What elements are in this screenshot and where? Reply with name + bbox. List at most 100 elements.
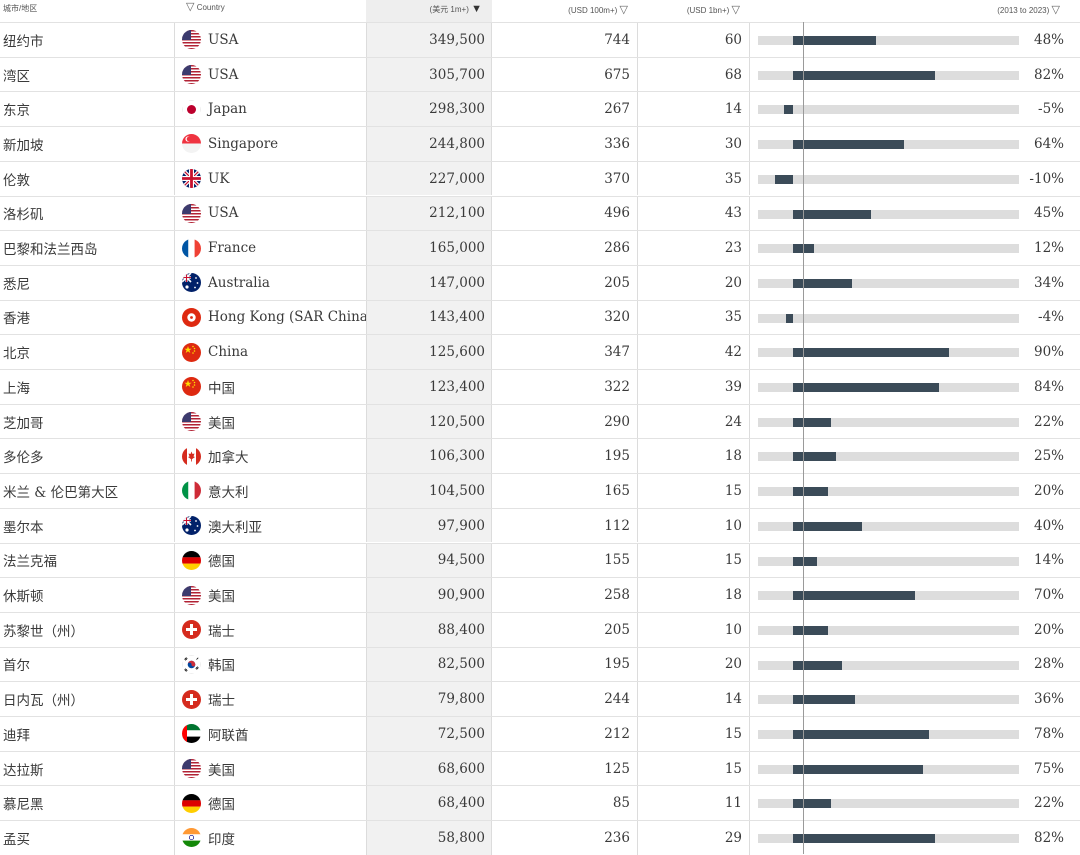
hnwi-value: 143,400 <box>366 300 492 335</box>
city-cell: 多伦多 <box>3 450 44 467</box>
billionaire-value: 20 <box>638 647 750 682</box>
header-country[interactable]: ▽ Country <box>186 0 366 22</box>
billionaire-value: 10 <box>638 508 750 543</box>
centi-millionaire-value: 496 <box>492 196 638 231</box>
city-cell: 苏黎世（州） <box>3 623 84 640</box>
hnwi-value: 120,500 <box>366 404 492 439</box>
country-cell: 瑞士 <box>174 682 366 716</box>
billionaire-value: 39 <box>638 370 750 404</box>
hnwi-value: 227,000 <box>366 161 492 196</box>
growth-bar-track <box>758 521 1019 531</box>
billionaire-value: 68 <box>638 57 750 92</box>
country-name: 德国 <box>208 797 235 814</box>
country-cell: 美国 <box>174 751 366 786</box>
us-flag-icon <box>182 585 201 605</box>
billionaire-value: 29 <box>638 821 750 855</box>
table-row[interactable]: 墨尔本 澳大利亚 97,900 112 10 40% <box>0 507 1080 543</box>
table-row[interactable]: 上海 中国 123,400 322 39 84% <box>0 369 1080 404</box>
billionaire-value: 60 <box>638 23 750 57</box>
centi-millionaire-value: 155 <box>492 543 638 578</box>
sort-down-outline-icon[interactable]: ▽ <box>619 4 628 16</box>
billionaire-value: 35 <box>638 300 750 335</box>
hnwi-value: 94,500 <box>366 543 492 578</box>
sort-down-filled-icon[interactable]: ▼ <box>471 3 482 15</box>
table-row[interactable]: 湾区 USA 305,700 675 68 82% <box>0 56 1080 92</box>
growth-bar <box>792 70 936 80</box>
header-hnwi[interactable]: (美元 1m+) ▼ <box>366 0 492 22</box>
growth-bar <box>775 174 793 184</box>
growth-bar <box>792 140 905 150</box>
growth-bar <box>792 730 929 739</box>
table-row[interactable]: 纽约市 USA 349,500 744 60 48% <box>0 22 1080 57</box>
table-row[interactable]: 法兰克福 德国 94,500 155 15 14% <box>0 542 1080 578</box>
country-cell: 澳大利亚 <box>174 508 366 543</box>
table-row[interactable]: 悉尼 Australia 147,000 205 20 34% <box>0 264 1080 300</box>
growth-bar <box>792 799 832 809</box>
table-row[interactable]: 东京 Japan 298,300 267 14 -5% <box>0 91 1080 127</box>
centi-millionaire-value: 125 <box>492 751 638 786</box>
hnwi-value: 82,500 <box>366 647 492 682</box>
table-row[interactable]: 米兰 & 伦巴第大区 意大利 104,500 165 15 20% <box>0 473 1080 508</box>
us-flag-icon <box>182 759 201 779</box>
table-row[interactable]: 新加坡 Singapore 244,800 336 30 64% <box>0 126 1080 161</box>
city-cell: 首尔 <box>3 658 30 675</box>
table-row[interactable]: 首尔 韩国 82,500 195 20 28% <box>0 646 1080 682</box>
billionaire-value: 24 <box>638 404 750 439</box>
growth-bar-track <box>758 105 1019 115</box>
growth-percent-label: 64% <box>1033 135 1064 152</box>
table-row[interactable]: 孟买 印度 58,800 236 29 82% <box>0 820 1080 855</box>
hnwi-value: 147,000 <box>366 265 492 300</box>
hnwi-value: 212,100 <box>366 196 492 231</box>
centi-millionaire-value: 195 <box>492 439 638 474</box>
centi-millionaire-value: 286 <box>492 231 638 265</box>
table-row[interactable]: 芝加哥 美国 120,500 290 24 22% <box>0 403 1080 439</box>
city-cell: 慕尼黑 <box>3 797 44 814</box>
country-cell: 瑞士 <box>174 612 366 647</box>
city-cell: 洛杉矶 <box>3 207 44 224</box>
city-cell: 纽约市 <box>3 33 44 50</box>
header-growth[interactable]: (2013 to 2023) ▽ <box>900 0 1070 22</box>
growth-bar-track <box>758 278 1019 288</box>
us-flag-icon <box>182 203 201 223</box>
header-city[interactable]: 城市/地区 <box>3 0 173 22</box>
table-row[interactable]: 日内瓦（州） 瑞士 79,800 244 14 36% <box>0 681 1080 716</box>
china-flag-icon <box>182 377 201 397</box>
city-cell: 湾区 <box>3 68 30 85</box>
table-row[interactable]: 达拉斯 美国 68,600 125 15 75% <box>0 750 1080 786</box>
table-row[interactable]: 香港 Hong Kong (SAR China) 143,400 320 35 -4% <box>0 299 1080 335</box>
centi-millionaire-value: 212 <box>492 717 638 751</box>
billionaire-value: 18 <box>638 578 750 612</box>
table-row[interactable]: 北京 China 125,600 347 42 90% <box>0 334 1080 369</box>
header-billion[interactable]: (USD 1bn+) ▽ <box>638 0 750 22</box>
growth-bar-track <box>758 36 1019 45</box>
growth-bar <box>792 625 828 635</box>
table-row[interactable]: 慕尼黑 德国 68,400 85 11 22% <box>0 785 1080 821</box>
centi-millionaire-value: 258 <box>492 578 638 612</box>
header-centi[interactable]: (USD 100m+) ▽ <box>492 0 638 22</box>
us-flag-icon <box>182 30 201 50</box>
growth-percent-label: 22% <box>1033 795 1064 812</box>
country-name: China <box>208 344 249 361</box>
growth-bar <box>792 695 856 705</box>
table-row[interactable]: 休斯顿 美国 90,900 258 18 70% <box>0 577 1080 612</box>
header-growth-label: (2013 to 2023) <box>997 6 1050 15</box>
growth-percent-label: 82% <box>1033 829 1064 846</box>
sort-down-outline-icon[interactable]: ▽ <box>731 4 740 16</box>
centi-millionaire-value: 236 <box>492 821 638 855</box>
sort-down-outline-icon[interactable]: ▽ <box>1051 4 1060 16</box>
table-row[interactable]: 迪拜 阿联酋 72,500 212 15 78% <box>0 716 1080 751</box>
table-row[interactable]: 伦敦 UK 227,000 370 35 -10% <box>0 160 1080 196</box>
billionaire-value: 14 <box>638 92 750 127</box>
sort-down-outline-icon[interactable]: ▽ <box>186 1 195 13</box>
table-row[interactable]: 洛杉矶 USA 212,100 496 43 45% <box>0 195 1080 231</box>
table-row[interactable]: 巴黎和法兰西岛 France 165,000 286 23 12% <box>0 230 1080 265</box>
growth-bar <box>792 764 924 774</box>
hnwi-value: 123,400 <box>366 370 492 404</box>
table-row[interactable]: 苏黎世（州） 瑞士 88,400 205 10 20% <box>0 611 1080 647</box>
billionaire-value: 20 <box>638 265 750 300</box>
country-cell: USA <box>174 196 366 231</box>
country-name: 美国 <box>208 589 235 606</box>
growth-percent-label: 12% <box>1033 240 1064 257</box>
city-cell: 上海 <box>3 380 30 397</box>
table-row[interactable]: 多伦多 加拿大 106,300 195 18 25% <box>0 438 1080 474</box>
